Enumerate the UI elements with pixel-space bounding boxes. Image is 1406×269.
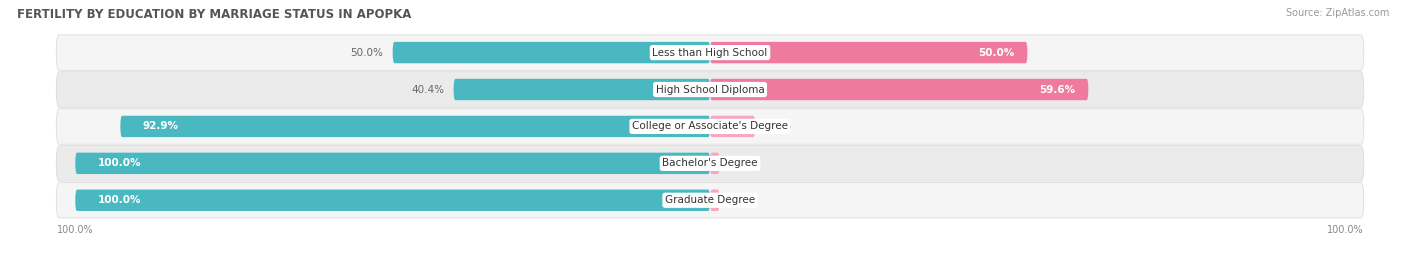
FancyBboxPatch shape xyxy=(56,146,1364,181)
Text: 59.6%: 59.6% xyxy=(1039,84,1076,94)
FancyBboxPatch shape xyxy=(76,153,710,174)
Text: College or Associate's Degree: College or Associate's Degree xyxy=(633,121,787,132)
Text: 40.4%: 40.4% xyxy=(411,84,444,94)
Text: 100.0%: 100.0% xyxy=(97,158,141,168)
FancyBboxPatch shape xyxy=(710,79,1088,100)
FancyBboxPatch shape xyxy=(121,116,710,137)
Text: 0.0%: 0.0% xyxy=(720,195,745,205)
FancyBboxPatch shape xyxy=(710,42,1028,63)
Text: 100.0%: 100.0% xyxy=(97,195,141,205)
Text: 0.0%: 0.0% xyxy=(720,158,745,168)
FancyBboxPatch shape xyxy=(56,109,1364,144)
FancyBboxPatch shape xyxy=(710,190,720,211)
FancyBboxPatch shape xyxy=(710,116,755,137)
Text: 92.9%: 92.9% xyxy=(142,121,179,132)
Text: Bachelor's Degree: Bachelor's Degree xyxy=(662,158,758,168)
FancyBboxPatch shape xyxy=(56,35,1364,70)
FancyBboxPatch shape xyxy=(76,190,710,211)
Text: FERTILITY BY EDUCATION BY MARRIAGE STATUS IN APOPKA: FERTILITY BY EDUCATION BY MARRIAGE STATU… xyxy=(17,8,411,21)
FancyBboxPatch shape xyxy=(56,183,1364,218)
Text: 50.0%: 50.0% xyxy=(350,48,382,58)
Text: High School Diploma: High School Diploma xyxy=(655,84,765,94)
FancyBboxPatch shape xyxy=(392,42,710,63)
FancyBboxPatch shape xyxy=(454,79,710,100)
Text: Less than High School: Less than High School xyxy=(652,48,768,58)
Text: 7.1%: 7.1% xyxy=(765,121,792,132)
FancyBboxPatch shape xyxy=(710,153,720,174)
FancyBboxPatch shape xyxy=(56,72,1364,107)
Text: 50.0%: 50.0% xyxy=(979,48,1015,58)
Text: Graduate Degree: Graduate Degree xyxy=(665,195,755,205)
Text: Source: ZipAtlas.com: Source: ZipAtlas.com xyxy=(1285,8,1389,18)
